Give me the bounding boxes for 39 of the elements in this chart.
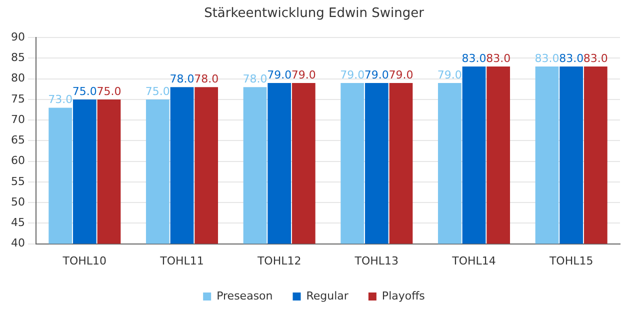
data-label: 75.0 (96, 84, 122, 98)
y-tick-label: 65 (10, 134, 25, 147)
legend-label: Preseason (216, 289, 273, 302)
x-tick-label: TOHL10 (62, 254, 107, 268)
legend-label: Regular (306, 289, 349, 302)
data-label: 83.0 (583, 52, 608, 65)
y-tick-label: 80 (10, 72, 25, 85)
data-label: 79.0 (267, 68, 292, 82)
y-tick-label: 55 (10, 174, 25, 188)
data-label: 78.0 (170, 72, 194, 86)
x-tick-label: TOHL15 (548, 254, 594, 268)
data-label: 73.0 (48, 93, 73, 106)
data-label: 83.0 (486, 52, 511, 65)
y-tick-label: 50 (10, 195, 25, 208)
x-tick-label: TOHL12 (256, 254, 302, 268)
data-label: 79.0 (340, 68, 365, 82)
data-label: 78.0 (194, 72, 219, 86)
y-tick-label: 75 (10, 92, 25, 106)
x-tick-label: TOHL11 (159, 254, 204, 268)
data-label: 75.0 (72, 84, 97, 98)
data-label: 75.0 (145, 84, 170, 98)
y-tick-label: 90 (10, 30, 25, 44)
x-tick-label: TOHL14 (451, 254, 496, 268)
x-tick-label: TOHL13 (354, 254, 399, 268)
legend-label: Playoffs (382, 289, 426, 302)
data-label: 83.0 (462, 52, 486, 65)
y-tick-label: 40 (10, 236, 25, 250)
data-label: 83.0 (559, 52, 584, 65)
y-tick-label: 70 (10, 112, 25, 126)
y-tick-label: 85 (10, 51, 25, 64)
data-label: 78.0 (242, 72, 268, 86)
data-label: 79.0 (291, 68, 316, 82)
data-label: 79.0 (364, 68, 389, 82)
y-tick-label: 60 (10, 154, 25, 168)
data-label: 83.0 (534, 52, 560, 65)
data-label: 79.0 (437, 68, 462, 82)
chart-title: Stärkeentwicklung Edwin Swinger (204, 6, 425, 22)
data-label: 79.0 (388, 68, 414, 82)
y-tick-label: 45 (10, 216, 25, 230)
